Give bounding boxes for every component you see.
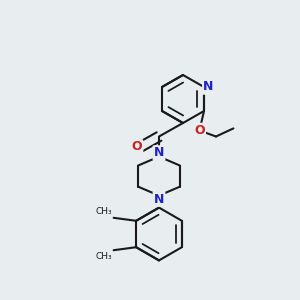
Text: N: N	[203, 80, 214, 94]
Text: CH₃: CH₃	[95, 252, 112, 261]
Text: N: N	[154, 146, 164, 160]
Text: O: O	[131, 140, 142, 154]
Text: N: N	[154, 193, 164, 206]
Text: CH₃: CH₃	[95, 207, 112, 216]
Text: O: O	[194, 124, 205, 137]
